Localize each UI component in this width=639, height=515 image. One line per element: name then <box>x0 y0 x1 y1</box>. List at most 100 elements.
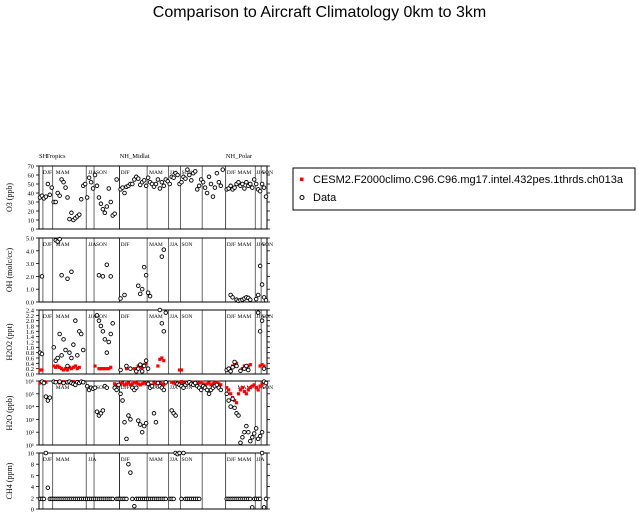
y-tick-label: 3.0 <box>26 261 34 268</box>
y-axis-label: O3 (ppb) <box>5 183 14 212</box>
data-point <box>143 272 149 278</box>
data-point <box>194 187 200 192</box>
data-point <box>143 358 149 363</box>
season-label: JJA <box>170 314 178 320</box>
model-point <box>75 367 79 371</box>
legend-data-marker <box>299 195 305 200</box>
model-point <box>105 367 109 371</box>
data-point <box>102 210 108 216</box>
season-label: MAM <box>56 314 70 320</box>
y-axis-label: OH (molc/cc) <box>5 248 14 293</box>
y-tick-label: 4 <box>31 484 35 491</box>
data-point <box>118 391 123 397</box>
y-tick-label: 40 <box>28 191 35 198</box>
season-label: MAM <box>238 385 252 391</box>
model-point <box>170 380 174 384</box>
data-point <box>159 179 165 185</box>
data-point <box>59 353 64 358</box>
season-label: JJA <box>88 170 96 176</box>
y-tick-label: 10¹ <box>26 443 35 450</box>
model-point <box>260 363 264 367</box>
model-point <box>179 379 184 384</box>
data-point <box>244 363 249 369</box>
model-point <box>134 381 138 385</box>
data-point <box>161 183 167 189</box>
model-point <box>172 381 176 385</box>
season-label: JJA <box>88 314 96 320</box>
model-point <box>207 381 211 385</box>
legend-model-label: CESM2.F2000climo.C96.C96.mg17.intel.432p… <box>313 174 624 186</box>
data-point <box>104 204 110 209</box>
data-point <box>112 211 117 216</box>
data-point <box>240 435 245 440</box>
data-point <box>230 396 235 402</box>
model-point <box>126 381 131 385</box>
data-point <box>220 167 226 172</box>
data-point <box>157 186 163 191</box>
season-label: JJA <box>170 385 178 391</box>
panel-frame <box>38 237 268 303</box>
model-point <box>128 383 132 387</box>
data-point <box>257 329 263 334</box>
data-point <box>128 470 133 475</box>
model-point <box>73 364 77 368</box>
data-point <box>242 186 247 191</box>
data-point <box>242 429 247 435</box>
y-tick-label: 2.0 <box>26 318 34 325</box>
model-point <box>69 367 74 371</box>
y-tick-label: 1.0 <box>26 345 34 352</box>
data-point <box>244 179 249 185</box>
data-point <box>122 419 127 425</box>
season-label: DJF <box>43 170 52 176</box>
data-point <box>61 179 66 185</box>
y-tick-label: 1.4 <box>26 334 35 341</box>
y-tick-label: 2.0 <box>26 274 34 281</box>
model-point <box>209 383 213 387</box>
model-point <box>156 364 160 368</box>
season-label: SON <box>262 314 273 320</box>
y-tick-label: 1.6 <box>26 329 35 336</box>
region-label: NH_Midlat <box>120 153 150 160</box>
data-point <box>238 440 243 445</box>
model-point <box>136 382 140 386</box>
y-tick-label: 0 <box>31 227 34 234</box>
y-tick-label: 10⁶ <box>25 379 34 386</box>
data-point <box>71 342 76 347</box>
data-point <box>49 185 55 190</box>
data-point <box>248 438 253 444</box>
data-point <box>248 297 253 302</box>
legend-model-marker <box>300 177 304 181</box>
model-point <box>248 386 252 390</box>
model-point <box>144 361 148 365</box>
data-point <box>145 381 151 387</box>
data-point <box>173 413 178 418</box>
data-point <box>263 298 269 303</box>
data-point <box>261 505 267 510</box>
data-point <box>141 363 147 369</box>
data-point <box>65 363 70 369</box>
data-point <box>94 409 100 414</box>
data-point <box>90 186 96 191</box>
data-point <box>161 329 167 334</box>
data-point <box>126 413 131 418</box>
data-point <box>193 380 198 386</box>
panel-frame <box>38 452 268 510</box>
data-point <box>206 391 212 397</box>
data-point <box>250 505 255 510</box>
data-point <box>230 365 235 370</box>
data-point <box>88 179 94 185</box>
y-tick-label: 1.0 <box>26 287 34 294</box>
data-point <box>124 436 129 442</box>
data-point <box>198 387 204 393</box>
data-point <box>98 201 104 207</box>
data-point <box>39 351 45 357</box>
data-point <box>98 323 104 329</box>
model-point <box>240 386 245 390</box>
data-point <box>151 411 157 416</box>
season-label: SON <box>182 314 193 320</box>
data-point <box>43 394 49 399</box>
data-point <box>108 199 113 205</box>
data-point <box>41 380 47 386</box>
model-point <box>38 381 42 385</box>
data-point <box>69 269 74 274</box>
